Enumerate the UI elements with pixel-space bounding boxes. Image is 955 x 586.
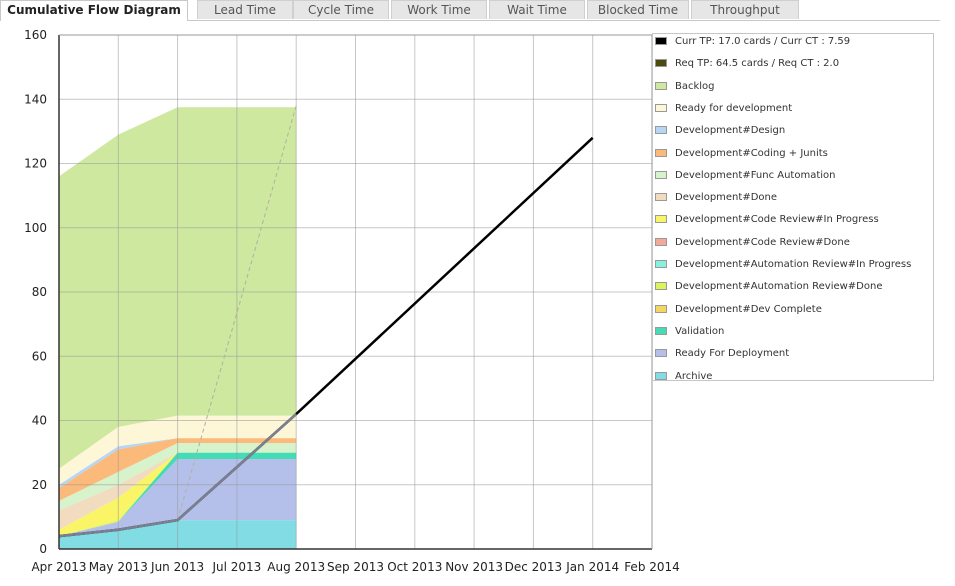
legend-swatch <box>655 326 667 335</box>
x-tick-label: May 2013 <box>89 560 148 574</box>
x-tick-label: Oct 2013 <box>387 560 442 574</box>
series-line <box>177 105 297 521</box>
y-tick-label: 80 <box>32 285 47 299</box>
legend-swatch <box>655 237 667 246</box>
y-tick-label: 100 <box>24 221 47 235</box>
x-tick-label: Jan 2014 <box>565 560 619 574</box>
tab-bar: Cumulative Flow Diagram Lead Time Cycle … <box>0 0 940 21</box>
legend-label: Development#Code Review#In Progress <box>675 214 879 226</box>
x-tick-label: Feb 2014 <box>624 560 680 574</box>
legend-swatch <box>655 59 667 68</box>
legend-label: Curr TP: 17.0 cards / Curr CT : 7.59 <box>675 36 851 47</box>
legend-label: Archive <box>675 370 713 382</box>
tab-cycle-time[interactable]: Cycle Time <box>293 0 389 19</box>
y-tick-label: 60 <box>32 349 47 363</box>
y-tick-label: 20 <box>32 478 47 492</box>
legend-swatch <box>655 215 667 224</box>
y-tick-label: 40 <box>32 414 47 428</box>
legend-label: Development#Dev Complete <box>675 303 822 315</box>
legend-swatch <box>655 193 667 202</box>
legend-swatch <box>655 260 667 268</box>
legend-label: Development#Design <box>675 125 786 137</box>
legend-label: Development#Automation Review#In Progres… <box>675 259 912 270</box>
legend-swatch <box>655 282 667 291</box>
legend-label: Development#Func Automation <box>675 169 836 181</box>
y-tick-label: 160 <box>24 28 47 42</box>
legend-swatch <box>655 148 667 157</box>
area-development-done <box>59 452 297 530</box>
tab-work-time[interactable]: Work Time <box>391 0 487 19</box>
legend-swatch <box>655 81 667 90</box>
x-tick-label: Jul 2013 <box>211 560 261 574</box>
legend-swatch <box>655 304 667 313</box>
tab-throughput[interactable]: Throughput <box>691 0 799 19</box>
area-development-func-automation <box>59 442 297 511</box>
x-tick-label: Apr 2013 <box>31 560 86 574</box>
x-tick-label: Nov 2013 <box>445 560 503 574</box>
chart-legend: Curr TP: 17.0 cards / Curr CT : 7.59 Req … <box>652 33 934 382</box>
legend-label: Validation <box>675 325 725 337</box>
legend-label: Development#Done <box>675 192 778 204</box>
tab-cumulative-flow-diagram[interactable]: Cumulative Flow Diagram <box>0 0 188 21</box>
legend-label: Backlog <box>675 80 715 92</box>
legend-swatch <box>655 371 667 380</box>
tab-lead-time[interactable]: Lead Time <box>197 0 293 19</box>
legend-label: Development#Coding + Junits <box>675 147 828 159</box>
tab-wait-time[interactable]: Wait Time <box>489 0 585 19</box>
legend-label: Development#Automation Review#Done <box>675 281 883 293</box>
legend-swatch <box>655 349 667 358</box>
legend-swatch <box>655 103 667 112</box>
legend-label: Development#Code Review#Done <box>675 236 850 248</box>
legend-label: Req TP: 64.5 cards / Req CT : 2.0 <box>675 58 840 70</box>
y-tick-label: 0 <box>39 542 47 556</box>
legend-swatch <box>655 170 667 179</box>
x-tick-label: Jun 2013 <box>150 560 204 574</box>
series-line-overlay <box>58 413 298 538</box>
tab-blocked-time[interactable]: Blocked Time <box>587 0 689 19</box>
y-tick-label: 140 <box>24 92 47 106</box>
legend-swatch <box>655 126 667 135</box>
x-tick-label: Sep 2013 <box>327 560 384 574</box>
x-tick-label: Dec 2013 <box>505 560 563 574</box>
y-tick-label: 120 <box>24 157 47 171</box>
legend-label: Ready For Deployment <box>675 348 790 360</box>
legend-label: Ready for development <box>675 102 793 114</box>
x-tick-label: Aug 2013 <box>267 560 325 574</box>
legend-swatch <box>655 37 667 45</box>
